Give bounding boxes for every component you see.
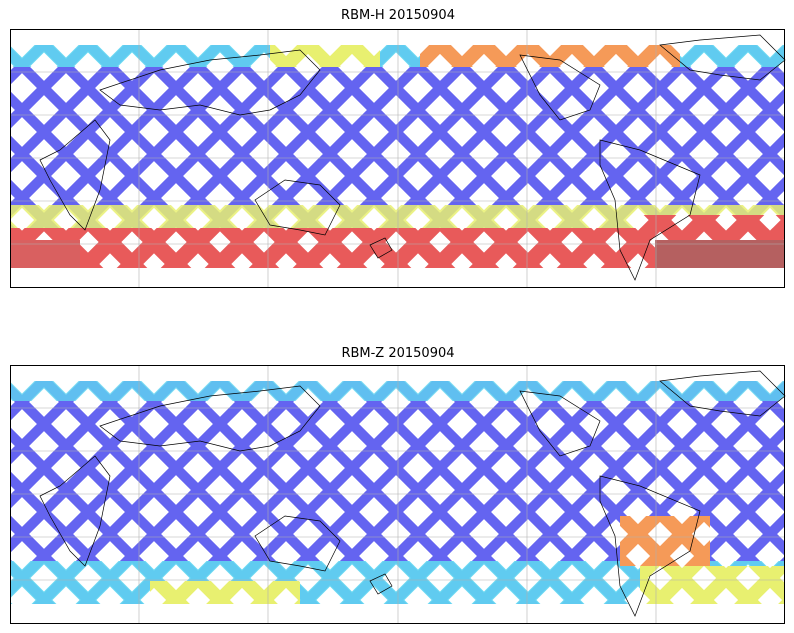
panel-title: RBM-Z 20150904 — [341, 346, 454, 361]
map-panel — [10, 29, 786, 288]
panel-title: RBM-H 20150904 — [341, 8, 455, 23]
map-panel — [10, 365, 786, 624]
